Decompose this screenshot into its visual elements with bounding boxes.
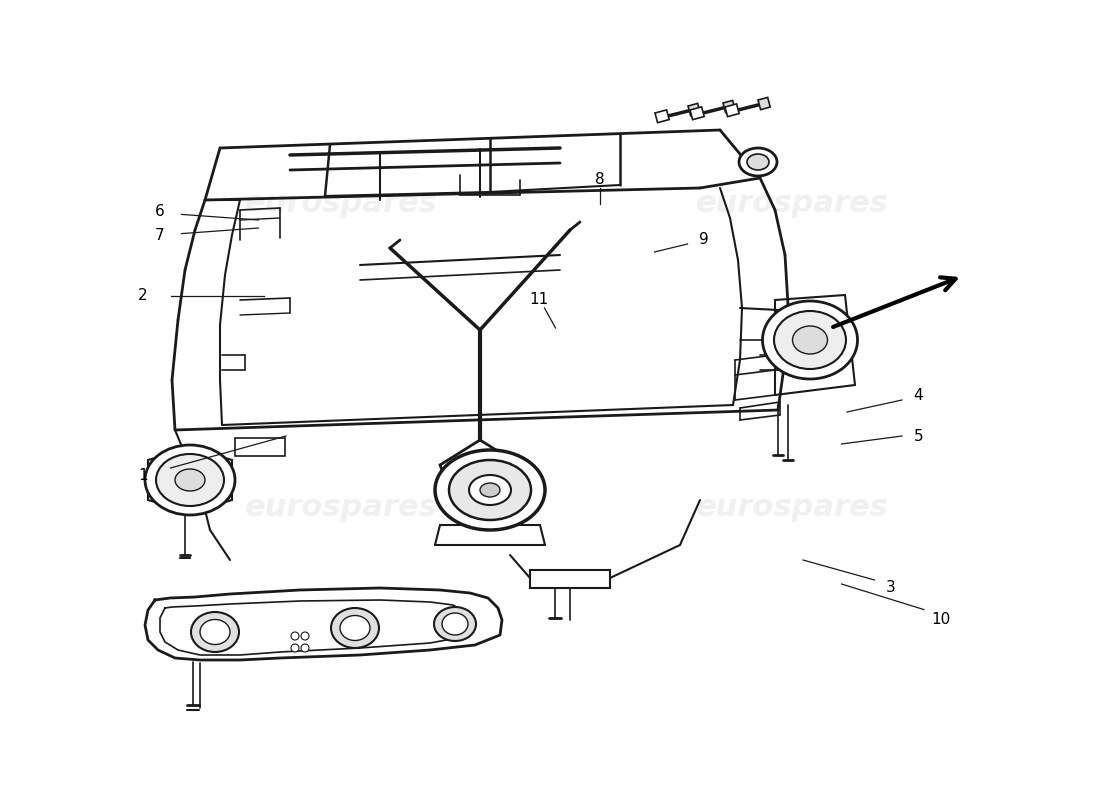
Ellipse shape (469, 475, 512, 505)
Text: eurospares: eurospares (244, 494, 438, 522)
Bar (725, 104, 739, 117)
Text: eurospares: eurospares (695, 190, 889, 218)
Bar (688, 103, 701, 116)
Text: 3: 3 (887, 581, 895, 595)
Text: eurospares: eurospares (244, 190, 438, 218)
Text: 8: 8 (595, 173, 604, 187)
Ellipse shape (442, 613, 468, 635)
Text: 2: 2 (139, 289, 147, 303)
Bar (758, 98, 770, 110)
Circle shape (301, 644, 309, 652)
Ellipse shape (434, 450, 544, 530)
Circle shape (301, 632, 309, 640)
Ellipse shape (480, 483, 501, 497)
Ellipse shape (739, 148, 777, 176)
Text: 7: 7 (155, 229, 164, 243)
Bar (723, 101, 735, 113)
Circle shape (292, 644, 299, 652)
Ellipse shape (340, 615, 370, 641)
Bar (654, 110, 669, 122)
Ellipse shape (175, 469, 205, 491)
Ellipse shape (747, 154, 769, 170)
Polygon shape (145, 588, 502, 660)
Text: 9: 9 (700, 233, 708, 247)
Bar (530, 570, 610, 588)
Ellipse shape (434, 607, 476, 641)
Ellipse shape (762, 301, 858, 379)
Text: 6: 6 (155, 205, 164, 219)
Bar (235, 438, 285, 456)
Ellipse shape (191, 612, 239, 652)
Text: 10: 10 (931, 613, 950, 627)
Ellipse shape (792, 326, 827, 354)
Text: 4: 4 (914, 389, 923, 403)
Text: eurospares: eurospares (695, 494, 889, 522)
Ellipse shape (331, 608, 379, 648)
Ellipse shape (156, 454, 224, 506)
Circle shape (292, 632, 299, 640)
Text: 5: 5 (914, 429, 923, 443)
Ellipse shape (449, 460, 531, 520)
Bar (690, 107, 704, 120)
Text: 11: 11 (529, 293, 549, 307)
Ellipse shape (145, 445, 235, 515)
Ellipse shape (200, 619, 230, 645)
Ellipse shape (774, 311, 846, 369)
Text: 1: 1 (139, 469, 147, 483)
